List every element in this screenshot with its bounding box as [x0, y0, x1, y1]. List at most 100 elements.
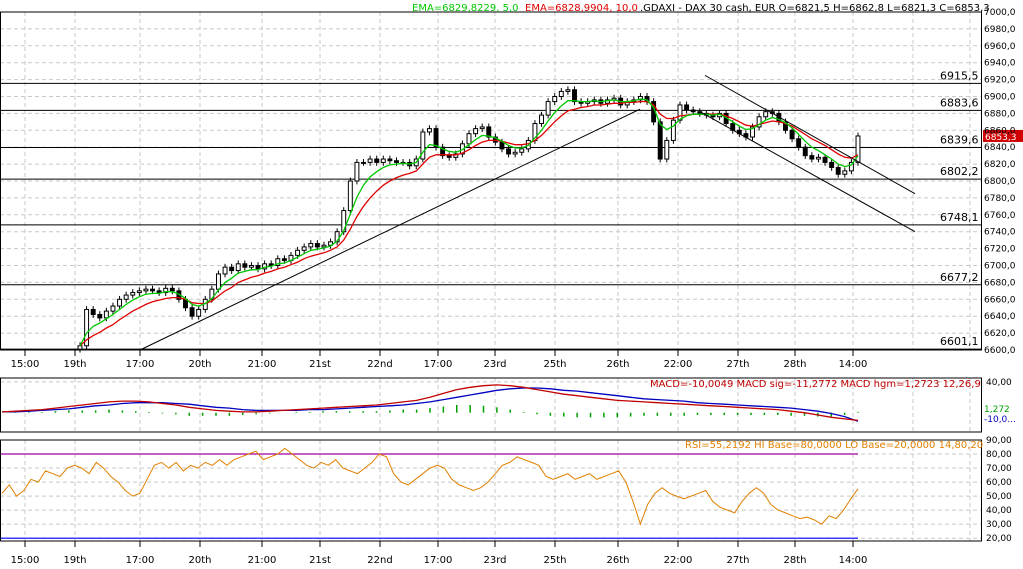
level-label: 6601,1	[940, 335, 979, 348]
price-ytick-label: 6780,0	[984, 194, 1016, 204]
rsi-ytick-label: 40,00	[986, 506, 1012, 516]
candle-body	[215, 273, 221, 290]
price-xtick-label: 22nd	[367, 359, 392, 370]
level-label: 6748,1	[940, 211, 979, 224]
candle-body	[143, 288, 149, 292]
level-label: 6802,2	[940, 165, 979, 178]
candle-body	[552, 96, 558, 103]
candle-body	[229, 266, 235, 272]
price-ytick-label: 7000,0	[984, 8, 1016, 18]
candle-body	[519, 148, 525, 153]
price-ytick-label: 6680,0	[984, 278, 1016, 288]
candle-body	[117, 298, 123, 307]
trendline-upper	[704, 74, 916, 195]
candle-body	[281, 258, 287, 261]
axes: 7000,0 6980,0 6960,0 6940,0 6920,0 6900,0 6880…	[0, 8, 1016, 566]
rsi-xtick-label: 27th	[727, 555, 750, 566]
price-xtick-label: 27th	[727, 359, 750, 370]
price-panel: 6915,5 6883,6 6839,6 6802,2 6748,1 6677,2 6601…	[0, 69, 1023, 353]
ema-fast-readout: EMA=6829,8229, 5,0	[412, 3, 519, 14]
candle-body	[387, 158, 393, 162]
candle-body	[150, 288, 155, 292]
price-ytick-label: 6820,0	[984, 160, 1016, 170]
price-xtick-label: 25th	[544, 359, 567, 370]
candle-body	[842, 170, 848, 175]
last-price-label: 6853,3	[985, 133, 1017, 143]
candle-body	[545, 101, 551, 116]
price-ytick-label: 6920,0	[984, 76, 1016, 86]
candle-body	[466, 133, 472, 145]
candle-body	[84, 308, 90, 347]
candle-body	[110, 305, 116, 312]
candle-body	[268, 263, 274, 266]
candle-body	[539, 114, 544, 125]
candle-body	[815, 156, 821, 160]
candle-body	[301, 246, 307, 251]
price-ytick-label: 6800,0	[984, 177, 1016, 187]
price-ytick-label: 6940,0	[984, 59, 1016, 69]
price-ytick-label: 6840,0	[984, 143, 1016, 153]
candle-body	[156, 290, 162, 294]
rsi-ytick-label: 60,00	[986, 478, 1012, 488]
rsi-xtick-label: 17:00	[424, 555, 453, 566]
candle-body	[420, 131, 426, 160]
rsi-ytick-label: 90,00	[986, 436, 1012, 446]
trendline-support	[139, 108, 641, 351]
candle-body	[189, 307, 195, 317]
rsi-ytick-label: 50,00	[986, 492, 1012, 502]
candle-body	[295, 249, 301, 256]
candle-body	[130, 292, 136, 296]
candle-body	[255, 265, 261, 270]
level-label: 6839,6	[940, 134, 979, 147]
rsi-xtick-label: 20th	[189, 555, 212, 566]
candle-body	[97, 314, 103, 319]
price-xtick-label: 17:00	[126, 359, 155, 370]
candle-body	[394, 160, 399, 163]
instrument-readout: .GDAXI - DAX 30 cash, EUR O=6821,5 H=686…	[640, 3, 990, 14]
candle-body	[136, 290, 142, 294]
candle-body	[169, 287, 175, 292]
macd-signal-line	[2, 387, 859, 422]
price-xtick-label: 21st	[309, 359, 331, 370]
macd-right-label-2: -10,0...	[984, 415, 1016, 425]
candle-body	[486, 126, 492, 138]
candle-body	[789, 129, 795, 140]
candle-body	[453, 153, 459, 158]
ema-slow-line	[79, 100, 859, 347]
price-xtick-label: 21:00	[248, 359, 277, 370]
price-ytick-label: 6620,0	[984, 329, 1016, 339]
candle-body	[809, 155, 815, 160]
candle-body	[783, 121, 788, 131]
candle-body	[848, 161, 854, 172]
macd-line	[1, 384, 859, 422]
last-price-tag	[983, 129, 1023, 142]
rsi-xtick-label: 15:00	[11, 555, 40, 566]
candle-body	[242, 263, 248, 268]
rsi-xtick-label: 28th	[784, 555, 807, 566]
price-ytick-label: 6900,0	[984, 93, 1016, 103]
candle-body	[750, 126, 755, 138]
candle-body	[426, 128, 432, 133]
candle-body	[829, 161, 835, 168]
price-ytick-label: 6960,0	[984, 42, 1016, 52]
price-xtick-label: 20th	[189, 359, 212, 370]
rsi-xtick-label: 22nd	[367, 555, 392, 566]
grid	[0, 11, 981, 541]
candle-body	[802, 146, 808, 157]
candle-body	[321, 244, 327, 248]
macd-frame	[0, 377, 982, 433]
price-xtick-label: 14:00	[839, 359, 868, 370]
rsi-ytick-label: 70,00	[986, 464, 1012, 474]
price-ytick-label: 6600,0	[984, 346, 1016, 356]
candle-body	[347, 180, 353, 212]
level-label: 6915,5	[940, 69, 979, 82]
candle-body	[763, 111, 769, 118]
candle-body	[275, 258, 281, 266]
candle-body	[90, 308, 96, 316]
candle-body	[314, 243, 320, 248]
price-frame	[0, 11, 982, 351]
macd-panel	[1, 384, 859, 422]
rsi-readout: RSI=55,2192 HI Base=80,0000 LO Base=20,0…	[685, 440, 983, 451]
price-xtick-label: 22:00	[664, 359, 693, 370]
